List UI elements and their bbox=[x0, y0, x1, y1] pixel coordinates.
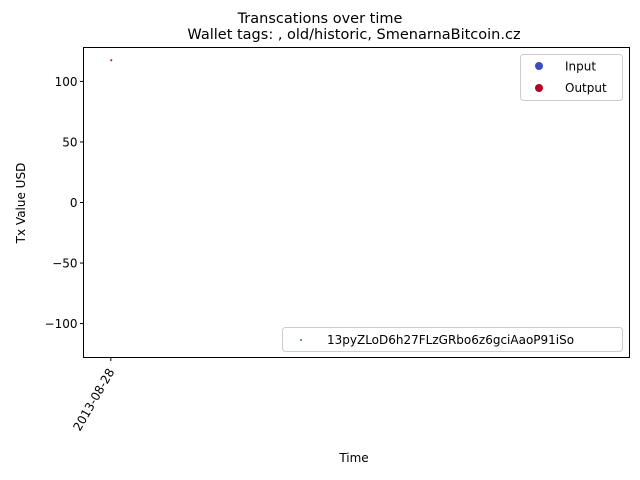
chart-suptitle: Transcations over time bbox=[237, 11, 403, 27]
legend-output-marker bbox=[535, 84, 543, 92]
y-tick-label: 0 bbox=[70, 196, 78, 210]
legend-input-marker bbox=[535, 62, 543, 70]
y-tick-label: −50 bbox=[52, 257, 77, 271]
legend-address-label: 13pyZLoD6h27FLzGRbo6z6gciAaoP91iSo bbox=[327, 333, 574, 347]
x-axis-label: Time bbox=[338, 451, 368, 465]
y-tick-label: 100 bbox=[55, 75, 78, 89]
y-tick-label: −100 bbox=[45, 317, 78, 331]
legend-address-frame bbox=[282, 327, 623, 352]
legend-type: Input Output bbox=[520, 54, 623, 101]
legend-address-marker bbox=[300, 339, 302, 341]
legend-address: 13pyZLoD6h27FLzGRbo6z6gciAaoP91iSo bbox=[282, 327, 623, 352]
y-tick-label: 50 bbox=[62, 135, 77, 149]
x-tick-label: 2013-08-28 bbox=[70, 366, 117, 433]
plot-frame bbox=[83, 47, 630, 358]
chart-title: Wallet tags: , old/historic, SmenarnaBit… bbox=[187, 27, 520, 43]
legend-output-label: Output bbox=[565, 81, 607, 95]
legend-input-label: Input bbox=[565, 60, 596, 74]
y-axis-label: Tx Value USD bbox=[14, 163, 28, 245]
legend-type-frame bbox=[520, 54, 623, 101]
axis-ticks: 100 50 0 −50 −100 2013-08-28 bbox=[45, 75, 118, 433]
data-points bbox=[110, 59, 113, 62]
data-point bbox=[110, 59, 113, 62]
